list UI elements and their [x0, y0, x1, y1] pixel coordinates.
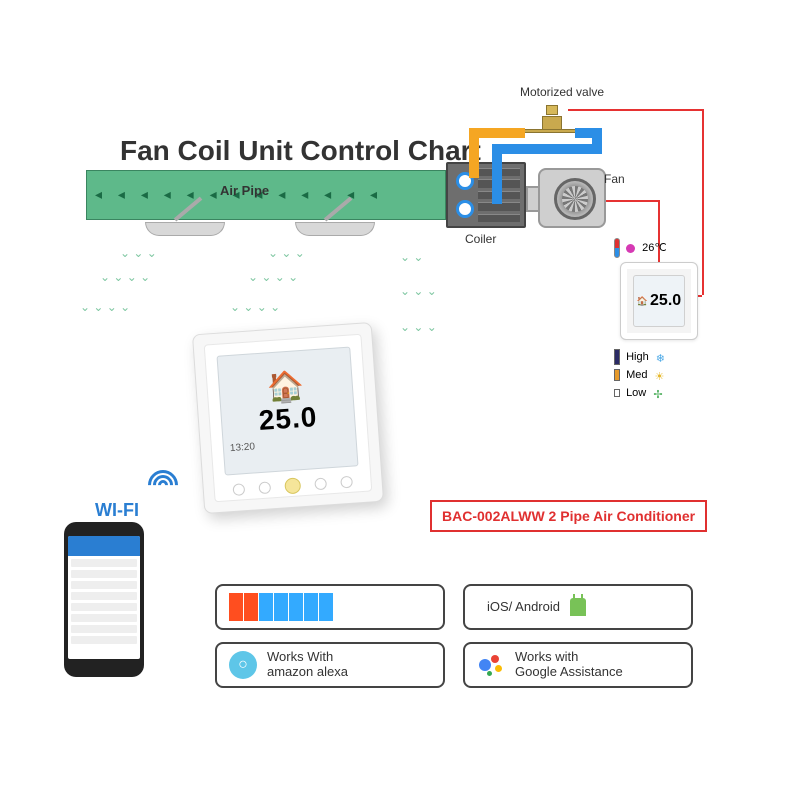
alexa-line1: Works With: [267, 649, 333, 664]
air-pipe-label: Air Pipe: [220, 183, 269, 198]
speed-legend: High ❄ Med ☀ Low ✢: [614, 348, 670, 402]
control-wire-icon: [568, 109, 702, 111]
assistant-badge: Works with Google Assistance: [463, 642, 693, 688]
ios-android-label: iOS/ Android: [487, 600, 560, 615]
control-wire-icon: [698, 295, 702, 297]
fan-icon: [538, 168, 606, 228]
fan-label: Fan: [604, 172, 625, 186]
house-icon: 🏠: [266, 371, 305, 404]
airflow-icon: ⌄ ⌄ ⌄ ⌄: [80, 300, 130, 314]
control-wire-icon: [606, 200, 658, 202]
product-label: BAC-002ALWW 2 Pipe Air Conditioner: [430, 500, 707, 532]
cool-pipe-icon: [592, 128, 602, 154]
valve-label: Motorized valve: [520, 85, 604, 99]
airflow-icon: ⌄ ⌄ ⌄: [120, 246, 157, 260]
thermostat-small: 🏠 25.0: [620, 262, 698, 340]
google-assistant-icon: [477, 651, 505, 679]
alexa-line2: amazon alexa: [267, 664, 348, 679]
fan-mode-icon: ✢: [653, 386, 667, 400]
assistant-line1: Works with: [515, 649, 578, 664]
airflow-icon: ⌄ ⌄ ⌄: [400, 320, 437, 334]
vent-icon: [145, 222, 225, 244]
ios-android-badge: iOS/ Android: [463, 584, 693, 630]
ifttt-icon: [229, 593, 333, 621]
logo-section: iOS/ Android ○ Works With amazon alexa W…: [168, 584, 740, 704]
assistant-line2: Google Assistance: [515, 664, 623, 679]
airflow-icon: ⌄ ⌄ ⌄ ⌄: [100, 270, 150, 284]
thermo-buttons: [225, 472, 360, 499]
speed-bar-icon: [614, 389, 620, 397]
airflow-icon: ⌄ ⌄ ⌄: [268, 246, 305, 260]
cool-pipe-icon: [492, 144, 601, 154]
thermometer-icon: [614, 238, 620, 258]
coiler-label: Coiler: [465, 232, 496, 246]
android-icon: [570, 598, 586, 616]
sun-icon: ☀: [655, 368, 669, 382]
thermo-small-temp: 25.0: [650, 292, 681, 310]
thermo-large-time: 13:20: [230, 441, 256, 454]
vent-icon: [295, 222, 375, 244]
speed-high-label: High: [626, 351, 649, 363]
ifttt-badge: [215, 584, 445, 630]
wifi-label: WI-FI: [95, 500, 139, 521]
speed-med-label: Med: [626, 369, 647, 381]
thermostat-large: 🏠 25.0 13:20: [192, 322, 384, 514]
speed-bar-icon: [614, 369, 620, 381]
alexa-icon: ○: [229, 651, 257, 679]
hot-dot-icon: [626, 244, 635, 253]
hot-pipe-icon: [469, 128, 479, 178]
coiler-icon: [446, 162, 526, 228]
airflow-icon: ⌄ ⌄ ⌄: [400, 284, 437, 298]
speed-low-label: Low: [626, 387, 646, 399]
airflow-icon: ⌄ ⌄: [400, 250, 423, 264]
airflow-icon: ⌄ ⌄ ⌄ ⌄: [248, 270, 298, 284]
chart-title: Fan Coil Unit Control Chart: [120, 135, 481, 167]
snow-icon: ❄: [656, 350, 670, 364]
airflow-icon: ⌄ ⌄ ⌄ ⌄: [230, 300, 280, 314]
control-wire-icon: [702, 109, 704, 295]
smartphone-icon: [64, 522, 144, 677]
cool-pipe-icon: [492, 144, 502, 204]
alexa-badge: ○ Works With amazon alexa: [215, 642, 445, 688]
hot-temp-label: 26℃: [642, 242, 667, 254]
thermo-large-temp: 25.0: [258, 400, 319, 436]
speed-bar-icon: [614, 349, 620, 365]
